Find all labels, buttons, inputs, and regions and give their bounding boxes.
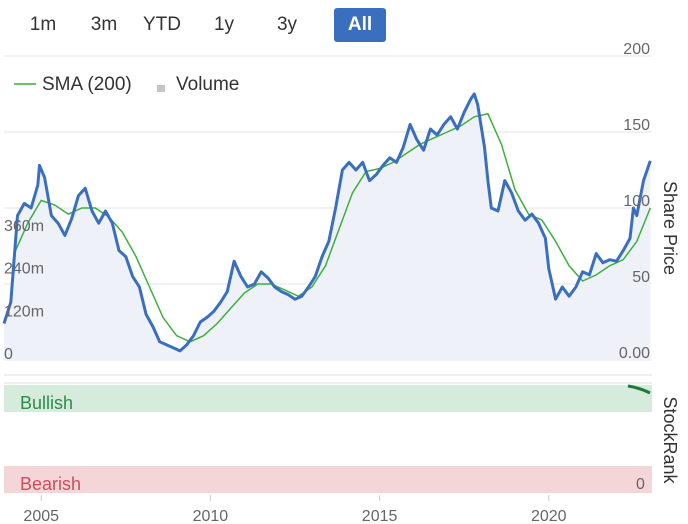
- range-button-ytd[interactable]: YTD: [143, 14, 181, 35]
- bearish-band: [4, 466, 652, 493]
- price-tick-label: 150: [623, 117, 650, 134]
- range-button-3y[interactable]: 3y: [276, 14, 298, 35]
- volume-legend-swatch: [157, 85, 165, 92]
- x-tick-label: 2020: [531, 508, 567, 524]
- price-area-fill: [4, 94, 651, 360]
- stockrank-panel: Bullish Bearish 0 StockRank: [4, 374, 680, 494]
- bullish-label: Bullish: [20, 393, 73, 413]
- range-selector: 1m 3m YTD 1y 3y All: [8, 8, 386, 42]
- x-tick-label: 2005: [23, 508, 59, 524]
- sma-legend-label[interactable]: SMA (200): [42, 74, 132, 95]
- price-tick-label: 50: [632, 269, 650, 286]
- volume-tick-label: 360m: [4, 218, 44, 235]
- range-button-3m[interactable]: 3m: [90, 14, 118, 35]
- stockrank-axis-title: StockRank: [660, 396, 680, 484]
- price-tick-label: 200: [623, 41, 650, 58]
- price-tick-label: 100: [623, 193, 650, 210]
- bullish-band: [4, 385, 652, 412]
- chart-legend: SMA (200) Volume: [14, 74, 239, 95]
- volume-axis-ticks: 360m 240m 120m 0: [4, 218, 44, 363]
- range-button-all[interactable]: All: [334, 8, 386, 42]
- volume-legend-label[interactable]: Volume: [176, 74, 239, 95]
- x-axis-ticks: 2005 2010 2015 2020: [23, 495, 567, 524]
- x-tick-label: 2015: [362, 508, 398, 524]
- price-tick-label: 0.00: [619, 345, 650, 362]
- sma-line: [13, 112, 651, 343]
- volume-tick-label: 240m: [4, 261, 44, 278]
- stockrank-line: [627, 384, 651, 395]
- range-button-1y[interactable]: 1y: [213, 14, 235, 35]
- price-axis-ticks: 200 150 100 50 0.00: [619, 41, 650, 362]
- stockrank-zero-tick: 0: [636, 476, 645, 493]
- share-price-axis-title: Share Price: [660, 181, 680, 275]
- volume-tick-label: 0: [4, 346, 13, 363]
- x-tick-label: 2010: [193, 508, 229, 524]
- volume-tick-label: 120m: [4, 303, 44, 320]
- bearish-label: Bearish: [20, 474, 81, 494]
- range-button-1m[interactable]: 1m: [29, 14, 57, 35]
- price-line: [2, 92, 652, 353]
